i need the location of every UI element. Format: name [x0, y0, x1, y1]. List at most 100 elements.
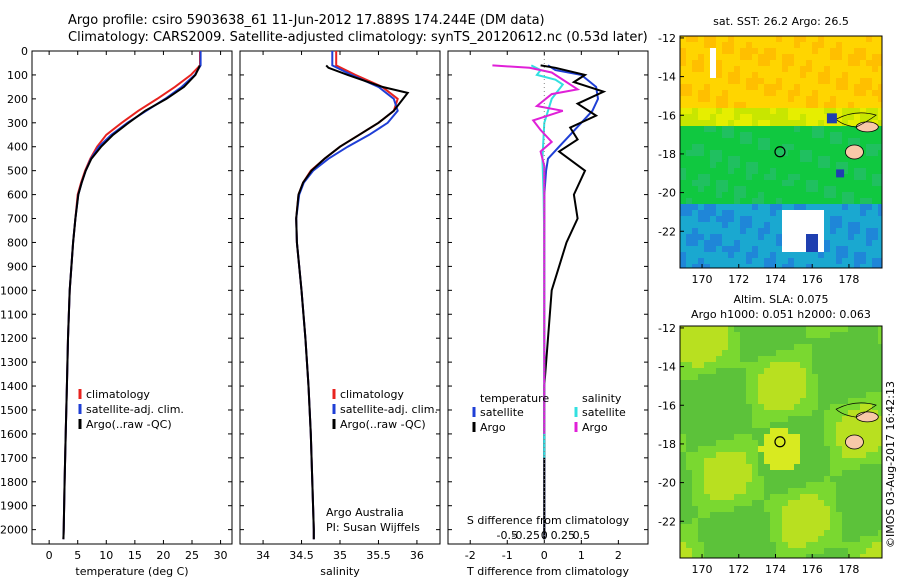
island-shape [845, 144, 864, 160]
depth-tick-label: 1900 [0, 500, 28, 513]
title-line-1: Argo profile: csiro 5903638_61 11-Jun-20… [68, 13, 545, 28]
map-title-sla-1: Altim. SLA: 0.075 [733, 293, 828, 306]
map-x-tick-label: 172 [728, 273, 749, 286]
legend-entry-salinity: climatology [340, 388, 404, 401]
legend-entry-temperature-diff: Argo [480, 421, 506, 434]
map-y-tick-label: -16 [658, 399, 676, 412]
panel-frame-temperature [31, 50, 233, 545]
depth-tick-label: 100 [7, 69, 28, 82]
top-axis-tick-label: -0.5 [497, 529, 518, 542]
map-frame [679, 325, 883, 559]
series-line-t-argo [540, 64, 607, 540]
x-tick-label: 35.5 [366, 549, 391, 562]
x-axis-label: salinity [320, 565, 360, 578]
map-y-tick-label: -12 [658, 322, 676, 335]
x-tick-label: 0 [541, 549, 548, 562]
depth-tick-label: 1400 [0, 380, 28, 393]
depth-tick-label: 800 [7, 236, 28, 249]
depth-tick-label: 1000 [0, 284, 28, 297]
legend-entry-salinity-diff: satellite [582, 406, 626, 419]
legend-title-temperature: temperature [480, 392, 549, 405]
x-tick-label: 5 [74, 549, 81, 562]
x-tick-label: 20 [156, 549, 170, 562]
depth-tick-label: 300 [7, 117, 28, 130]
legend-entry-temperature: satellite-adj. clim. [86, 403, 184, 416]
x-tick-label: 25 [185, 549, 199, 562]
depth-tick-label: 1700 [0, 452, 28, 465]
depth-tick-label: 400 [7, 141, 28, 154]
fiji-islands-sst_map [826, 112, 879, 178]
island-shape [855, 411, 879, 423]
top-axis-tick-label: 0 [541, 529, 548, 542]
map-frame [679, 35, 883, 269]
panel-frame-salinity [239, 50, 441, 545]
reef-outline [835, 112, 877, 128]
depth-tick-label: 200 [7, 93, 28, 106]
float-position-marker [774, 436, 786, 448]
depth-tick-label: 1200 [0, 332, 28, 345]
legend-entry-salinity: Argo(..raw -QC) [340, 418, 426, 431]
map-cells-sst_map [680, 36, 882, 268]
map-y-tick-label: -22 [658, 515, 676, 528]
map-sst_map: 170 172 174 176 178 -12 -14 -16 -18 -20 -22 [658, 32, 883, 286]
map-y-tick-label: -20 [658, 477, 676, 490]
panel-difference: -2 -1 0 1 2 T difference from climatology [447, 50, 649, 578]
x-tick-label: 1 [578, 549, 585, 562]
top-axis-tick-label: -0.25 [512, 529, 540, 542]
legend-entry-salinity-diff: Argo [582, 421, 608, 434]
depth-tick-label: 500 [7, 165, 28, 178]
float-position-marker [774, 146, 786, 158]
map-y-tick-label: -18 [658, 148, 676, 161]
depth-tick-label: 1300 [0, 356, 28, 369]
x-tick-label: 0 [46, 549, 53, 562]
depth-tick-label: 1600 [0, 428, 28, 441]
map-x-tick-label: 172 [728, 563, 749, 576]
depth-tick-label: 1800 [0, 476, 28, 489]
map-title-sla-2: Argo h1000: 0.051 h2000: 0.063 [691, 308, 871, 321]
x-tick-label: 15 [128, 549, 142, 562]
map-y-tick-label: -22 [658, 225, 676, 238]
map-y-tick-label: -16 [658, 109, 676, 122]
map-x-tick-label: 178 [838, 273, 859, 286]
float-program-label: Argo Australia [326, 506, 404, 519]
map-cells-sla_map [680, 326, 882, 558]
depth-tick-label: 700 [7, 213, 28, 226]
x-axis-label: T difference from climatology [466, 565, 629, 578]
x-tick-label: 36 [410, 549, 424, 562]
x-tick-label: 35 [333, 549, 347, 562]
legend-entry-temperature: Argo(..raw -QC) [86, 418, 172, 431]
map-x-tick-label: 174 [765, 563, 786, 576]
map-y-tick-label: -18 [658, 438, 676, 451]
x-tick-label: 2 [615, 549, 622, 562]
island-shape [855, 121, 879, 133]
depth-tick-label: 1100 [0, 308, 28, 321]
depth-tick-label: 600 [7, 189, 28, 202]
map-title-sst: sat. SST: 26.2 Argo: 26.5 [713, 15, 849, 28]
panel-frame-difference [447, 50, 649, 545]
series-line-argo-raw-qc- [295, 64, 410, 540]
top-axis-tick-label: 0.5 [573, 529, 591, 542]
float-pi-label: PI: Susan Wijffels [326, 521, 420, 534]
panel-salinity: 34 34.5 35 35.5 36 salinity [239, 50, 441, 578]
legend-entry-temperature: climatology [86, 388, 150, 401]
depth-tick-label: 0 [21, 45, 28, 58]
reef-outline [835, 402, 877, 418]
x-tick-label: 34.5 [289, 549, 314, 562]
x-tick-label: 30 [214, 549, 228, 562]
cloud-mask-cell [826, 113, 837, 124]
depth-tick-label: 2000 [0, 524, 28, 537]
x-tick-label: 34 [256, 549, 270, 562]
title-line-2: Climatology: CARS2009. Satellite-adjuste… [68, 30, 648, 45]
island-shape [845, 434, 864, 450]
map-sla_map: 170 172 174 176 178 -12 -14 -16 -18 -20 -22 [658, 322, 883, 576]
cloud-mask-cell [836, 169, 845, 178]
map-x-tick-label: 170 [692, 273, 713, 286]
x-axis-label: temperature (deg C) [75, 565, 188, 578]
x-tick-label: -2 [465, 549, 476, 562]
legend-entry-temperature-diff: satellite [480, 406, 524, 419]
map-x-tick-label: 176 [802, 273, 823, 286]
x-tick-label: -1 [502, 549, 513, 562]
map-y-tick-label: -14 [658, 361, 676, 374]
map-y-tick-label: -14 [658, 71, 676, 84]
